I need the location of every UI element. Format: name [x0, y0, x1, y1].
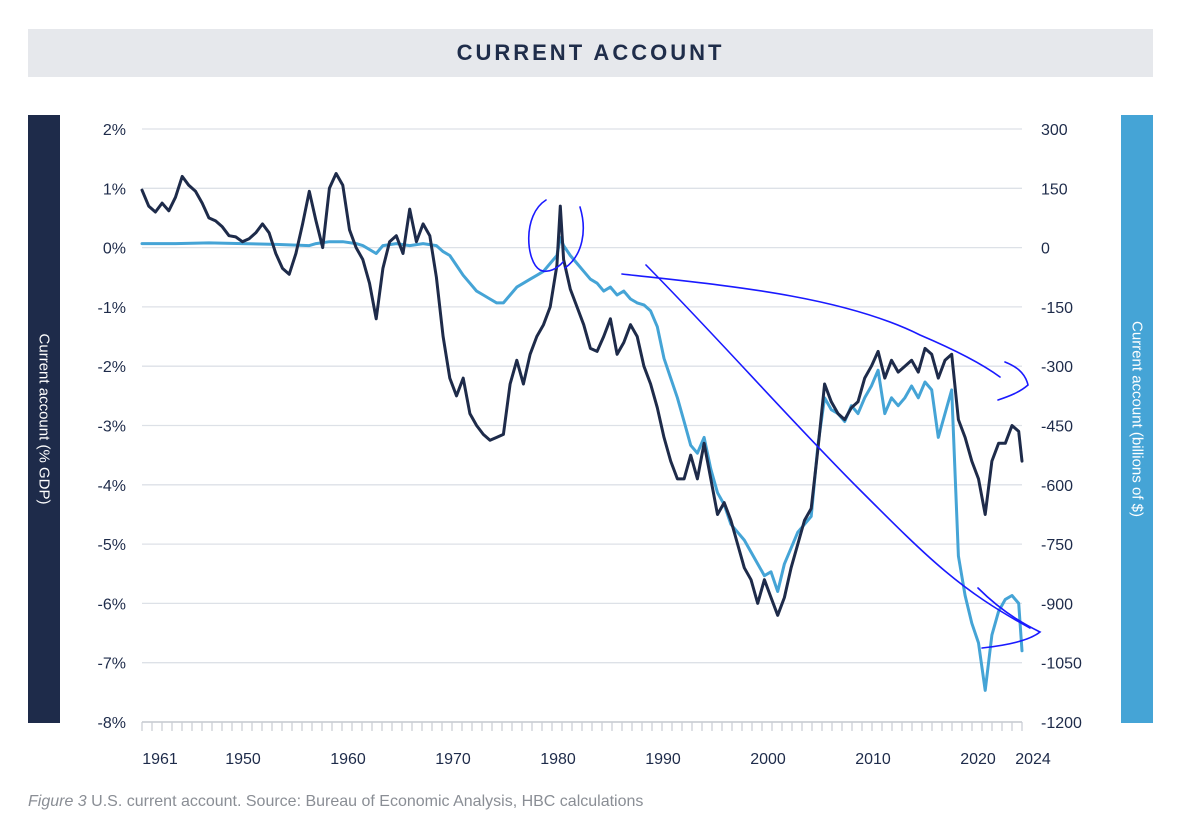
- x-axis-ticks: [141, 722, 1023, 731]
- y-right-tick-label: -750: [1041, 537, 1073, 554]
- y-right-tick-label: -150: [1041, 300, 1073, 317]
- y-right-tick-label: 0: [1041, 241, 1050, 258]
- x-tick-label: 1970: [435, 751, 471, 768]
- y-left-tick-label: -1%: [98, 300, 126, 317]
- y-left-tick-label: -2%: [98, 359, 126, 376]
- y-right-tick-label: 300: [1041, 122, 1068, 139]
- y-left-tick-label: -5%: [98, 537, 126, 554]
- y-left-tick-label: -4%: [98, 478, 126, 495]
- annotation-arrow-lower: [977, 587, 1042, 649]
- y-left-tick-label: -6%: [98, 596, 126, 613]
- gridlines: [142, 128, 1022, 723]
- y-left-tick-label: -3%: [98, 419, 126, 436]
- series-lines: [140, 172, 1024, 692]
- x-tick-label: 1960: [330, 751, 366, 768]
- y-right-tick-label: 150: [1041, 181, 1068, 198]
- series-line-billions: [140, 236, 1024, 692]
- x-tick-label: 2000: [750, 751, 786, 768]
- x-tick-label: 2024: [1015, 751, 1051, 768]
- caption-text: U.S. current account. Source: Bureau of …: [86, 793, 644, 810]
- y-left-tick-label: 0%: [103, 241, 126, 258]
- y-right-tick-label: -300: [1041, 359, 1073, 376]
- x-tick-label: 1950: [225, 751, 261, 768]
- annotation-trend-upper: [621, 273, 1001, 378]
- right-axis-band: Current account (billions of $): [1121, 115, 1153, 723]
- handwritten-annotations: [527, 199, 1042, 649]
- chart-title: CURRENT ACCOUNT: [456, 40, 725, 65]
- y-right-tick-label: -900: [1041, 596, 1073, 613]
- y-right-tick-label: -600: [1041, 478, 1073, 495]
- x-tick-label: 2010: [855, 751, 891, 768]
- x-tick-label: 2020: [960, 751, 996, 768]
- left-y-tick-labels: 2% 1% 0% -1% -2% -3% -4% -5% -6% -7% -8%: [98, 122, 126, 732]
- annotation-paren-right: [564, 206, 585, 269]
- x-tick-labels: 1961 1950 1960 1970 1980 1990 2000 2010 2020 2024: [142, 751, 1051, 768]
- y-right-tick-label: -1200: [1041, 715, 1082, 732]
- y-left-tick-label: 1%: [103, 181, 126, 198]
- annotation-paren-left: [527, 199, 564, 273]
- figure-caption: Figure 3 U.S. current account. Source: B…: [28, 793, 643, 811]
- right-y-tick-labels: 300 150 0 -150 -300 -450 -600 -750 -900 -1050 -120…: [1041, 122, 1082, 732]
- series-line-pct-gdp: [140, 172, 1024, 617]
- x-tick-label: 1990: [645, 751, 681, 768]
- caption-figure-label: Figure 3: [28, 793, 87, 810]
- annotation-trend-lower: [645, 264, 1031, 629]
- chart-title-bar: CURRENT ACCOUNT: [28, 29, 1153, 77]
- x-tick-label: 1961: [142, 751, 178, 768]
- left-axis-band: Current account (% GDP): [28, 115, 60, 723]
- annotation-arrow-right: [997, 361, 1029, 401]
- y-left-tick-label: 2%: [103, 122, 126, 139]
- y-right-tick-label: -450: [1041, 419, 1073, 436]
- y-left-tick-label: -8%: [98, 715, 126, 732]
- y-right-tick-label: -1050: [1041, 656, 1082, 673]
- x-tick-label: 1980: [540, 751, 576, 768]
- y-left-tick-label: -7%: [98, 656, 126, 673]
